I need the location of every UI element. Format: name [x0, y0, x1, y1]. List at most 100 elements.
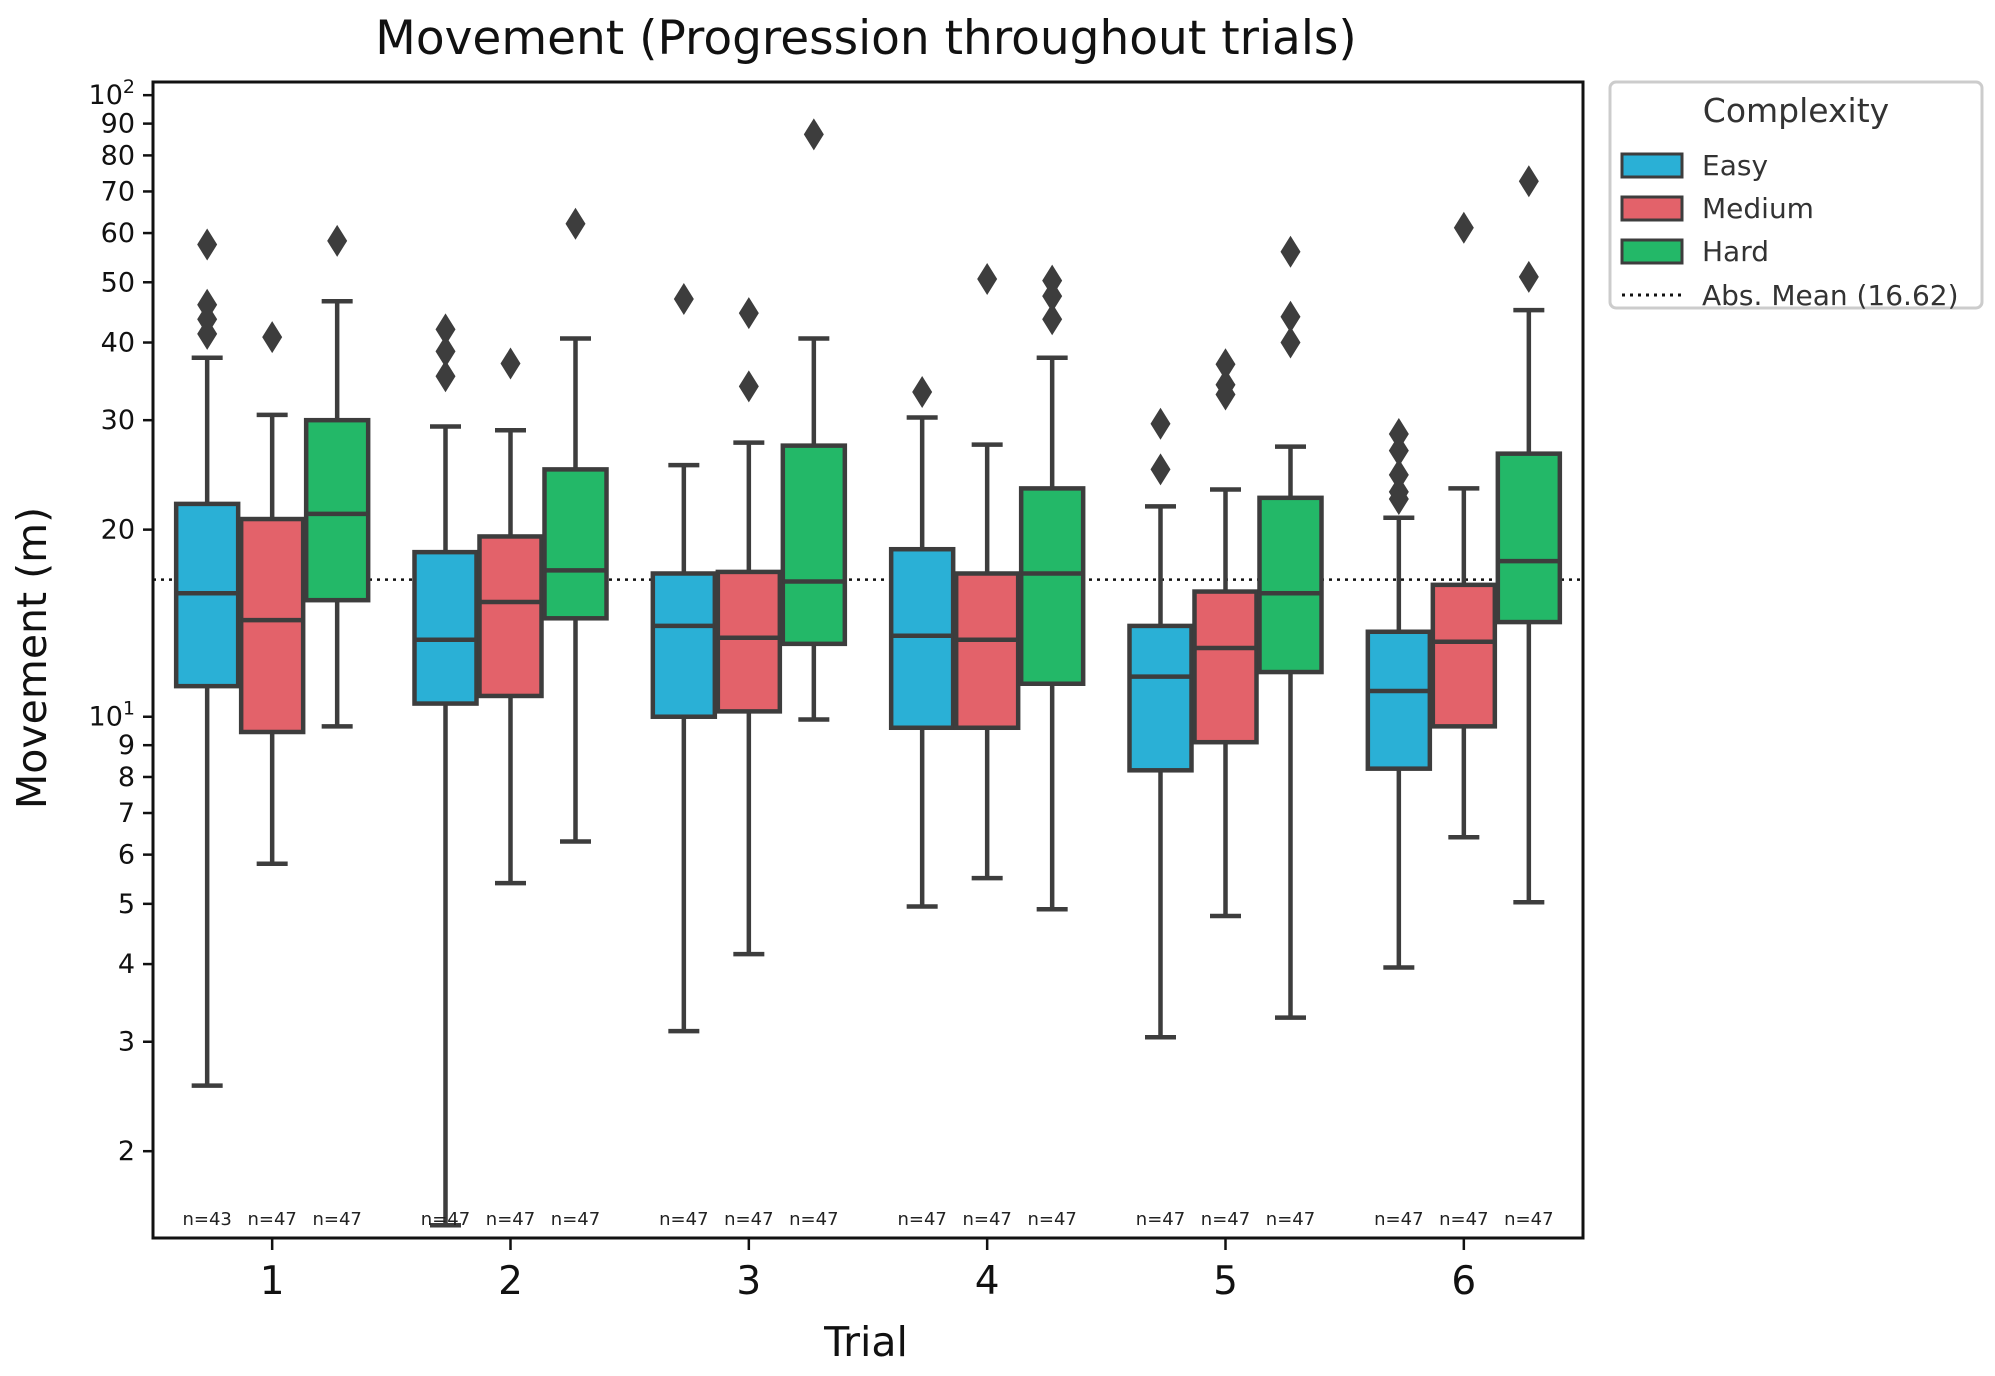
outlier-point	[1150, 453, 1171, 486]
box	[542, 467, 609, 621]
n-count-label: n=47	[962, 1209, 1011, 1230]
y-tick-label: 101	[89, 698, 135, 733]
outlier-point	[435, 360, 456, 393]
y-tick-label: 40	[101, 328, 135, 359]
n-count-label: n=47	[724, 1209, 773, 1230]
n-count-label: n=47	[421, 1209, 470, 1230]
box	[1430, 582, 1498, 729]
outlier-point	[565, 207, 586, 240]
y-tick-label: 4	[118, 949, 135, 980]
outlier-point	[1280, 326, 1301, 359]
legend-label-hard: Hard	[1702, 235, 1769, 268]
outlier-point	[1042, 303, 1063, 336]
y-tick-label: 102	[89, 76, 135, 111]
outlier-point	[1150, 407, 1171, 440]
chart-title: Movement (Progression throughout trials)	[375, 11, 1356, 66]
n-count-label: n=47	[1027, 1209, 1076, 1230]
outlier-point	[1518, 165, 1539, 198]
y-tick-label: 8	[118, 762, 135, 793]
y-tick-label: 30	[101, 405, 135, 436]
outlier-point	[197, 288, 218, 321]
n-count-label: n=47	[659, 1209, 708, 1230]
plot-frame	[151, 80, 1585, 1240]
legend-swatch-easy	[1620, 152, 1684, 179]
outlier-point	[1388, 475, 1409, 508]
box	[1365, 629, 1433, 771]
n-count-label: n=47	[486, 1209, 535, 1230]
y-tick-label: 2	[118, 1136, 135, 1167]
y-tick-label: 60	[101, 218, 135, 249]
plot-area: n=43 n=47 n=47 1 n=47 n=47 n=47 2 n=47 n=47 n=47 3 n…	[89, 76, 1585, 1304]
box	[1495, 451, 1563, 625]
box	[1018, 486, 1086, 686]
x-tick-label: 6	[1451, 1259, 1476, 1304]
n-count-label: n=47	[1439, 1209, 1488, 1230]
outlier-point	[435, 335, 456, 368]
n-count-label: n=47	[1504, 1209, 1553, 1230]
outlier-point	[738, 370, 759, 403]
y-tick-label: 5	[118, 889, 135, 920]
y-tick-label: 80	[101, 140, 135, 171]
box	[1192, 589, 1259, 745]
y-tick-label: 50	[101, 267, 135, 298]
y-axis-label: Movement (m)	[8, 507, 56, 809]
outlier-point	[1215, 348, 1236, 381]
box	[650, 571, 718, 719]
x-tick-label: 4	[975, 1259, 1000, 1304]
n-count-label: n=47	[1201, 1209, 1250, 1230]
box	[238, 516, 306, 735]
legend-label-easy: Easy	[1702, 149, 1768, 182]
box	[303, 417, 371, 603]
y-tick-label: 3	[118, 1027, 135, 1058]
x-tick-label: 5	[1213, 1259, 1238, 1304]
outlier-point	[1388, 458, 1409, 491]
n-count-label: n=47	[1374, 1209, 1423, 1230]
y-tick-label: 6	[118, 840, 135, 871]
box	[1257, 495, 1324, 675]
box	[477, 534, 544, 699]
y-tick-label: 90	[101, 109, 135, 140]
x-axis-label: Trial	[823, 1318, 908, 1366]
y-tick-label: 9	[118, 730, 135, 761]
n-count-label: n=43	[182, 1209, 231, 1230]
legend-swatch-medium	[1620, 195, 1684, 222]
x-tick-label: 1	[260, 1259, 285, 1304]
outlier-point	[1453, 211, 1474, 244]
legend-swatch-hard	[1620, 238, 1684, 265]
outlier-point	[738, 297, 759, 330]
box	[780, 443, 848, 647]
box	[888, 546, 956, 731]
outlier-point	[1518, 260, 1539, 293]
legend-title: Complexity	[1703, 91, 1889, 130]
outlier-point	[1042, 264, 1063, 297]
n-count-label: n=47	[551, 1209, 600, 1230]
box	[953, 571, 1021, 731]
box	[412, 549, 479, 706]
n-count-label: n=47	[789, 1209, 838, 1230]
n-count-label: n=47	[1266, 1209, 1315, 1230]
legend-label-medium: Medium	[1702, 192, 1814, 225]
outlier-point	[912, 376, 933, 409]
n-count-label: n=47	[247, 1209, 296, 1230]
n-count-label: n=47	[1136, 1209, 1185, 1230]
box	[1127, 623, 1194, 773]
outlier-point	[327, 224, 348, 257]
outlier-point	[977, 263, 998, 296]
n-count-label: n=47	[897, 1209, 946, 1230]
outlier-point	[262, 321, 283, 354]
legend-label-reference-line: Abs. Mean (16.62)	[1702, 279, 1959, 312]
x-tick-label: 2	[498, 1259, 523, 1304]
outlier-point	[1388, 418, 1409, 451]
outlier-point	[435, 313, 456, 346]
box	[715, 569, 783, 714]
outlier-point	[1280, 300, 1301, 333]
outlier-point	[673, 282, 694, 315]
outlier-point	[197, 228, 218, 261]
y-tick-label: 7	[118, 798, 135, 829]
legend-frame	[1608, 80, 1984, 310]
outlier-point	[1388, 434, 1409, 467]
x-tick-label: 3	[736, 1259, 761, 1304]
outlier-point	[1215, 368, 1236, 401]
outlier-point	[1280, 235, 1301, 268]
